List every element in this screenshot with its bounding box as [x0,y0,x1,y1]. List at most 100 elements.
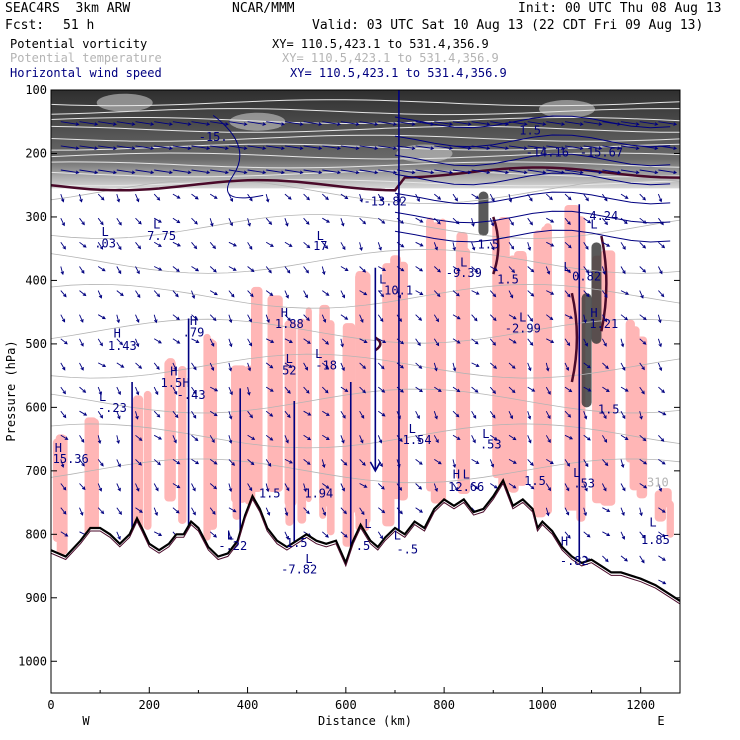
wind-vector-1122-188 [602,145,622,151]
wind-vector-438-188 [266,145,285,151]
wind-vector-894-340 [489,242,495,251]
wind-vector-1160-492 [620,338,625,348]
wind-vector-400-492 [247,338,253,347]
wind-vector-856-682 [471,459,480,464]
forecast-label: Fcst: [5,18,45,33]
wind-vector-286-416 [191,290,196,299]
wind-vector-970-682 [527,459,534,466]
wind-vector-400-606 [247,410,253,419]
wind-vector-780-720 [433,483,438,492]
wind-vector-780-644 [433,435,439,444]
wind-vector-20-644 [60,434,69,440]
wind-vector-666-188 [378,145,398,151]
vertical-wind-arrow-5 [369,267,382,473]
y-tick-label-700: 700 [25,464,47,478]
wind-vector-286-758 [191,507,196,516]
wind-vector-324-150 [210,121,229,126]
wind-vector-1122-150 [602,121,622,126]
wind-contour-210 [394,153,671,167]
wind-vector-1236-644 [658,434,665,442]
wind-vector-628-416 [359,290,368,296]
wind-vector-400-340 [247,242,253,250]
wind-vector-172-454 [135,314,140,323]
wind-vector-1122-264 [602,193,608,202]
wind-vector-476-758 [284,507,289,517]
wind-vector-1198-720 [639,483,648,489]
wind-vector-172-340 [135,242,142,250]
wind-vector-324-416 [209,290,218,296]
wind-vector-324-758 [209,507,216,515]
wind-vector-96-302 [97,217,104,226]
stratosphere-light-patch-1 [229,112,286,131]
wind-vector-172-530 [135,362,143,369]
wind-vector-1084-264 [583,193,589,202]
wind-vector-400-150 [247,121,267,126]
wind-vector-58-720 [79,483,86,491]
wind-vector-476-340 [284,241,293,247]
wind-vector-134-758 [116,507,122,515]
wind-vector-856-150 [471,121,491,126]
wind-vector-58-416 [79,290,87,297]
wind-vector-438-378 [265,266,272,274]
wind-vector-1160-378 [620,266,626,275]
wind-vector-362-416 [228,290,235,298]
wind-vector-970-606 [527,411,532,420]
wind-vector-96-188 [98,145,117,151]
wind-vector-552-264 [321,193,329,201]
wind-vector-1046-378 [564,266,571,274]
pv-shading-streak-20-0 [666,500,674,538]
wind-vector-438-416 [265,290,274,296]
wind-vector-248-568 [172,386,178,395]
contour-label-69: 310 [647,476,669,490]
wind-vector-476-568 [284,386,291,394]
wind-vector-818-454 [452,314,461,320]
y-tick-label-900: 900 [25,591,47,605]
wind-vector-58-150 [79,121,99,126]
contour-label-40: -.43 [177,388,206,402]
contour-label-37: H [170,365,177,379]
wind-vector-1008-378 [545,266,551,275]
wind-vector-1084-720 [583,483,588,492]
theta-contour-204 [51,152,680,160]
y-tick-label-300: 300 [25,210,47,224]
wind-vector-172-302 [135,217,142,225]
wind-vector-476-150 [284,121,304,126]
wind-vector-970-416 [527,290,535,297]
wind-vector-1198-340 [639,241,647,249]
wind-vector-210-606 [153,410,161,418]
wind-vector-1236-150 [658,121,678,126]
wind-vector-1008-264 [545,193,553,201]
wind-vector-590-188 [340,145,360,151]
wind-vector-20-682 [60,459,65,468]
contour-label-48: L [573,466,580,480]
wind-vector-628-188 [359,145,379,151]
wind-vector-1198-568 [639,386,645,395]
wind-vector-742-530 [415,362,423,369]
wind-vector-134-796 [116,531,121,540]
wind-vector-932-492 [508,338,517,344]
wind-vector-172-682 [135,459,142,466]
wind-vector-514-682 [303,459,311,465]
wind-vector-96-758 [97,507,105,515]
contour-label-43: L [409,422,416,436]
wind-vector-400-264 [247,193,253,202]
stratosphere-light-patch-0 [96,93,153,112]
y-tick-label-800: 800 [25,527,47,541]
contour-label-0: L [101,225,108,239]
wind-vector-1046-416 [564,290,571,298]
wind-vector-1122-682 [602,459,609,467]
wind-vector-666-796 [377,531,383,540]
wind-vector-818-188 [452,145,472,151]
wind-contour-150 [394,115,671,129]
wind-vector-818-492 [452,338,461,344]
wind-contour-180 [394,134,671,148]
wind-vector-172-644 [135,434,143,442]
contour-label-49: .53 [573,476,595,490]
wind-vector-96-606 [97,410,104,419]
wind-vector-704-188 [396,145,416,151]
wind-vector-248-150 [172,121,192,126]
wind-vector-742-682 [415,459,423,465]
wind-vector-856-454 [471,314,478,322]
contour-label-44: 1.54 [403,433,432,447]
wind-vector-1084-644 [583,434,591,441]
